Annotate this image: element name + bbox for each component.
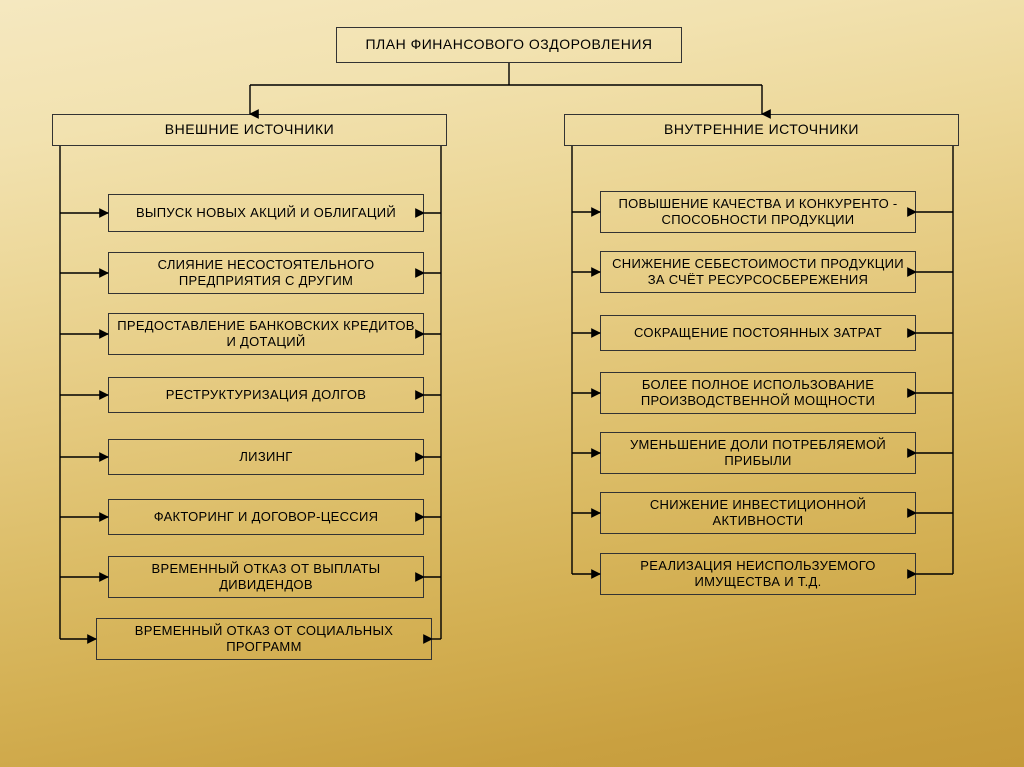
right-item-box: БОЛЕЕ ПОЛНОЕ ИСПОЛЬЗОВАНИЕ ПРОИЗВОДСТВЕН… bbox=[600, 372, 916, 414]
right-item-label: УМЕНЬШЕНИЕ ДОЛИ ПОТРЕБЛЯЕМОЙ ПРИБЫЛИ bbox=[609, 437, 907, 470]
title-text: ПЛАН ФИНАНСОВОГО ОЗДОРОВЛЕНИЯ bbox=[365, 36, 652, 54]
left-item-label: ВЫПУСК НОВЫХ АКЦИЙ И ОБЛИГАЦИЙ bbox=[136, 205, 396, 221]
left-item-box: ЛИЗИНГ bbox=[108, 439, 424, 475]
left-item-box: РЕСТРУКТУРИЗАЦИЯ ДОЛГОВ bbox=[108, 377, 424, 413]
left-item-box: ВРЕМЕННЫЙ ОТКАЗ ОТ СОЦИАЛЬНЫХ ПРОГРАММ bbox=[96, 618, 432, 660]
right-item-label: СОКРАЩЕНИЕ ПОСТОЯННЫХ ЗАТРАТ bbox=[634, 325, 882, 341]
left-item-label: СЛИЯНИЕ НЕСОСТОЯТЕЛЬНОГО ПРЕДПРИЯТИЯ С Д… bbox=[117, 257, 415, 290]
right-item-box: СНИЖЕНИЕ ИНВЕСТИЦИОННОЙ АКТИВНОСТИ bbox=[600, 492, 916, 534]
right-item-label: СНИЖЕНИЕ СЕБЕСТОИМОСТИ ПРОДУКЦИИ ЗА СЧЁТ… bbox=[609, 256, 907, 289]
right-category-box: ВНУТРЕННИЕ ИСТОЧНИКИ bbox=[564, 114, 959, 146]
right-item-box: ПОВЫШЕНИЕ КАЧЕСТВА И КОНКУРЕНТО - СПОСОБ… bbox=[600, 191, 916, 233]
left-item-box: СЛИЯНИЕ НЕСОСТОЯТЕЛЬНОГО ПРЕДПРИЯТИЯ С Д… bbox=[108, 252, 424, 294]
right-item-label: РЕАЛИЗАЦИЯ НЕИСПОЛЬЗУЕМОГО ИМУЩЕСТВА И Т… bbox=[609, 558, 907, 591]
left-item-label: ВРЕМЕННЫЙ ОТКАЗ ОТ СОЦИАЛЬНЫХ ПРОГРАММ bbox=[105, 623, 423, 656]
title-box: ПЛАН ФИНАНСОВОГО ОЗДОРОВЛЕНИЯ bbox=[336, 27, 682, 63]
right-item-label: ПОВЫШЕНИЕ КАЧЕСТВА И КОНКУРЕНТО - СПОСОБ… bbox=[609, 196, 907, 229]
left-item-box: ФАКТОРИНГ И ДОГОВОР-ЦЕССИЯ bbox=[108, 499, 424, 535]
left-item-box: ВРЕМЕННЫЙ ОТКАЗ ОТ ВЫПЛАТЫ ДИВИДЕНДОВ bbox=[108, 556, 424, 598]
left-item-label: ВРЕМЕННЫЙ ОТКАЗ ОТ ВЫПЛАТЫ ДИВИДЕНДОВ bbox=[117, 561, 415, 594]
right-item-box: РЕАЛИЗАЦИЯ НЕИСПОЛЬЗУЕМОГО ИМУЩЕСТВА И Т… bbox=[600, 553, 916, 595]
left-item-box: ПРЕДОСТАВЛЕНИЕ БАНКОВСКИХ КРЕДИТОВ И ДОТ… bbox=[108, 313, 424, 355]
left-category-box: ВНЕШНИЕ ИСТОЧНИКИ bbox=[52, 114, 447, 146]
left-category-label: ВНЕШНИЕ ИСТОЧНИКИ bbox=[165, 121, 334, 139]
left-item-box: ВЫПУСК НОВЫХ АКЦИЙ И ОБЛИГАЦИЙ bbox=[108, 194, 424, 232]
left-item-label: ФАКТОРИНГ И ДОГОВОР-ЦЕССИЯ bbox=[154, 509, 379, 525]
left-item-label: ЛИЗИНГ bbox=[239, 449, 292, 465]
right-item-box: УМЕНЬШЕНИЕ ДОЛИ ПОТРЕБЛЯЕМОЙ ПРИБЫЛИ bbox=[600, 432, 916, 474]
left-item-label: ПРЕДОСТАВЛЕНИЕ БАНКОВСКИХ КРЕДИТОВ И ДОТ… bbox=[117, 318, 415, 351]
right-category-label: ВНУТРЕННИЕ ИСТОЧНИКИ bbox=[664, 121, 859, 139]
right-item-label: БОЛЕЕ ПОЛНОЕ ИСПОЛЬЗОВАНИЕ ПРОИЗВОДСТВЕН… bbox=[609, 377, 907, 410]
right-item-label: СНИЖЕНИЕ ИНВЕСТИЦИОННОЙ АКТИВНОСТИ bbox=[609, 497, 907, 530]
left-item-label: РЕСТРУКТУРИЗАЦИЯ ДОЛГОВ bbox=[166, 387, 366, 403]
right-item-box: СНИЖЕНИЕ СЕБЕСТОИМОСТИ ПРОДУКЦИИ ЗА СЧЁТ… bbox=[600, 251, 916, 293]
right-item-box: СОКРАЩЕНИЕ ПОСТОЯННЫХ ЗАТРАТ bbox=[600, 315, 916, 351]
